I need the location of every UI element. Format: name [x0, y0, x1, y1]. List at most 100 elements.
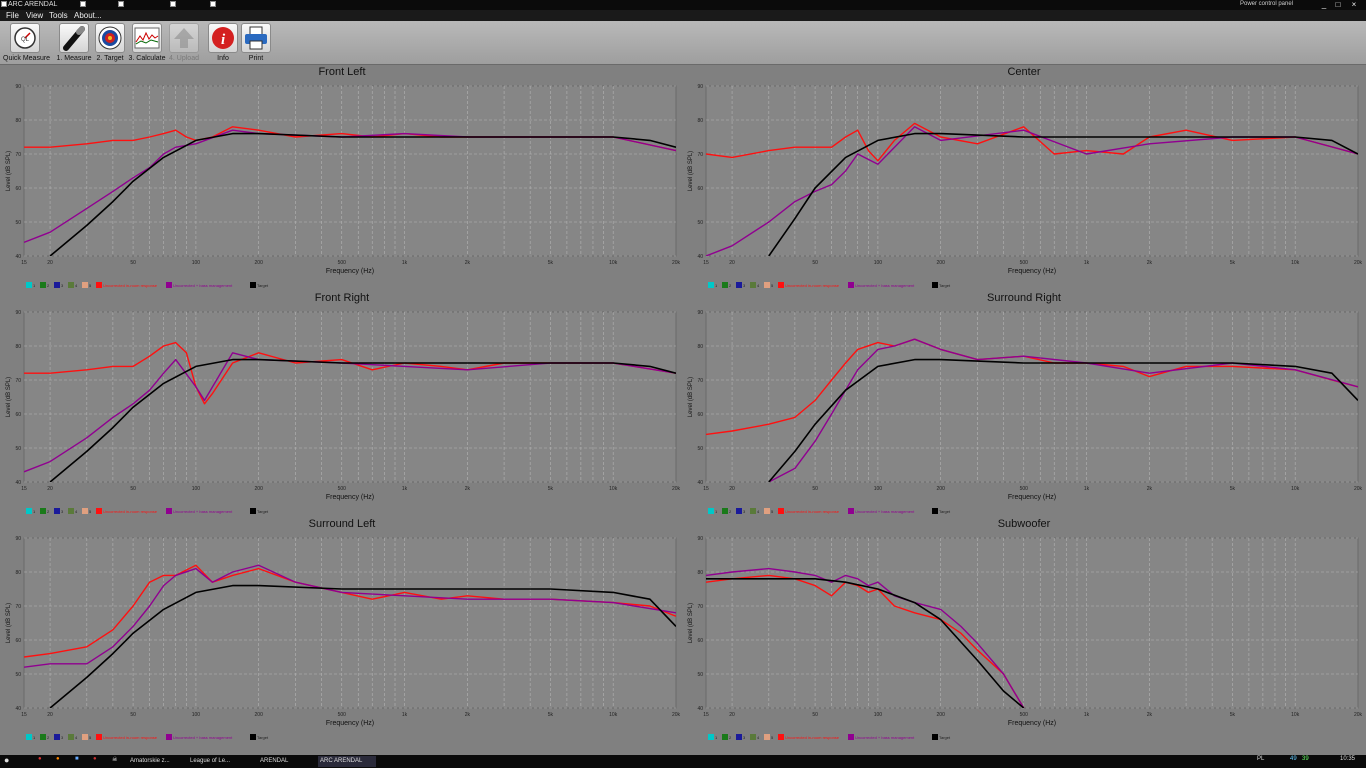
skull-icon[interactable]: ☠: [112, 757, 118, 763]
taskbar: ● ● ● ■ ● ☠ Amatorskie z... League of Le…: [0, 755, 1366, 768]
series-line: [49, 358, 676, 482]
taskbar-thumb-icon: [210, 1, 216, 7]
x-tick-label: 2k: [1147, 486, 1153, 492]
y-axis-label: Level (dB SPL): [6, 603, 12, 643]
legend-label: Target: [939, 735, 951, 740]
y-tick-label: 50: [697, 220, 703, 226]
y-tick-label: 60: [697, 186, 703, 192]
y-tick-label: 50: [697, 672, 703, 678]
series-line: [768, 358, 1358, 482]
taskbar-item[interactable]: ARC ARENDAL: [318, 756, 376, 767]
x-tick-label: 100: [874, 486, 883, 492]
opera-icon[interactable]: ●: [38, 756, 42, 762]
legend-label: 4: [75, 735, 78, 740]
y-tick-label: 80: [697, 570, 703, 576]
x-tick-label: 5k: [1230, 486, 1236, 492]
y-axis-label: Level (dB SPL): [688, 151, 694, 191]
x-tick-label: 2k: [1147, 712, 1153, 718]
y-axis-label: Level (dB SPL): [6, 151, 12, 191]
legend-label: 3: [743, 509, 746, 514]
info-button[interactable]: i Info: [201, 22, 245, 64]
y-tick-label: 80: [697, 118, 703, 124]
print-button[interactable]: Print: [234, 22, 278, 64]
x-tick-label: 200: [937, 260, 946, 266]
graph-icon: [132, 23, 162, 53]
x-tick-label: 100: [874, 712, 883, 718]
legend-swatch: [722, 508, 728, 514]
measure-button[interactable]: 1. Measure: [52, 22, 96, 64]
legend-swatch: [932, 508, 938, 514]
y-tick-label: 60: [697, 412, 703, 418]
menu-view[interactable]: View: [26, 11, 44, 20]
x-tick-label: 1k: [1084, 486, 1090, 492]
legend-label: Uncorrected in-room response: [103, 735, 158, 740]
svg-text:QL: QL: [21, 37, 30, 43]
taskbar-item[interactable]: ARENDAL: [260, 758, 289, 764]
series-line: [706, 574, 1025, 708]
tray-counter-2: 39: [1302, 756, 1309, 762]
x-tick-label: 20k: [1354, 486, 1363, 492]
legend-label: 1: [33, 509, 36, 514]
x-axis-label: Frequency (Hz): [326, 268, 374, 275]
title-bar: ARC ARENDAL Power control panel _ □ ×: [0, 0, 1366, 10]
menu-tools[interactable]: Tools: [49, 11, 68, 20]
start-orb-icon[interactable]: ●: [4, 755, 10, 765]
media-icon[interactable]: ●: [93, 756, 97, 762]
x-tick-label: 200: [255, 260, 264, 266]
legend-label: 2: [729, 509, 732, 514]
legend-swatch: [736, 508, 742, 514]
quick-measure-button[interactable]: QL Quick Measure: [3, 22, 50, 64]
minimize-button[interactable]: _: [1321, 0, 1327, 9]
legend-swatch: [778, 508, 784, 514]
menu-about[interactable]: About...: [74, 11, 102, 20]
legend-label: Target: [257, 509, 269, 514]
legend-label: 5: [771, 735, 774, 740]
legend-label: 4: [757, 735, 760, 740]
legend-label: 2: [729, 283, 732, 288]
x-tick-label: 10k: [609, 260, 618, 266]
legend-label: Uncorrected + bass management: [855, 735, 915, 740]
legend-swatch: [96, 734, 102, 740]
maximize-button[interactable]: □: [1335, 0, 1341, 9]
close-button[interactable]: ×: [1351, 0, 1357, 9]
legend-swatch: [736, 282, 742, 288]
x-axis-label: Frequency (Hz): [1008, 720, 1056, 727]
upload-button[interactable]: 4. Upload: [162, 22, 206, 64]
calculate-button[interactable]: 3. Calculate: [125, 22, 169, 64]
legend-swatch: [932, 734, 938, 740]
legend-swatch: [708, 508, 714, 514]
y-tick-label: 60: [15, 412, 21, 418]
x-tick-label: 15: [21, 486, 27, 492]
legend-label: 4: [757, 283, 760, 288]
y-tick-label: 80: [15, 570, 21, 576]
taskbar-item[interactable]: Amatorskie z...: [130, 758, 170, 764]
legend-swatch: [764, 282, 770, 288]
chart-panel: Surround Left 40 50 60 70 80 90 15 20 50 100 200 500…: [0, 518, 684, 740]
legend-swatch: [82, 508, 88, 514]
power-control-panel[interactable]: Power control panel: [1240, 1, 1294, 7]
x-tick-label: 50: [812, 486, 818, 492]
target-button[interactable]: 2. Target: [88, 22, 132, 64]
language-indicator[interactable]: PL: [1257, 756, 1265, 762]
chart-title: Front Left: [318, 66, 366, 78]
taskbar-item[interactable]: League of Le...: [190, 758, 231, 764]
y-tick-label: 90: [15, 536, 21, 542]
save-icon[interactable]: ■: [75, 756, 79, 762]
legend-swatch: [82, 282, 88, 288]
legend-label: 3: [61, 735, 64, 740]
menu-file[interactable]: File: [6, 11, 19, 20]
legend-swatch: [40, 734, 46, 740]
info-icon: i: [208, 23, 238, 53]
browser-icon[interactable]: ●: [56, 756, 60, 762]
x-axis-label: Frequency (Hz): [326, 494, 374, 501]
y-tick-label: 90: [697, 310, 703, 316]
legend-label: Uncorrected in-room response: [103, 509, 158, 514]
x-tick-label: 1k: [1084, 260, 1090, 266]
x-tick-label: 100: [192, 260, 201, 266]
